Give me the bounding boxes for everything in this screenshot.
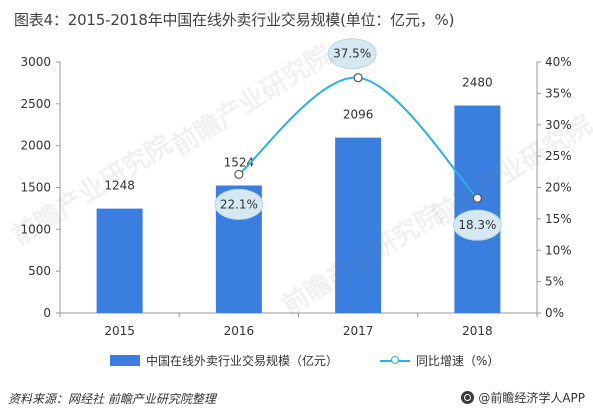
y-left-tick-label: 2000 [20,139,51,153]
brand-credit: @前瞻经济学人APP [461,389,585,406]
x-tick-label: 2016 [224,324,255,338]
y-left-tick-label: 1000 [20,222,51,236]
bar-value-label: 2096 [343,108,374,122]
growth-rate-label-bubble [452,209,502,241]
y-right-tick-label: 10% [545,243,572,257]
x-tick-label: 2015 [104,324,135,338]
y-right-tick-label: 5% [545,275,564,289]
bar-value-label: 2480 [462,76,493,90]
legend-line-swatch [380,355,410,366]
x-tick-label: 2017 [343,324,374,338]
bar [454,105,501,313]
brand-logo-icon [461,391,475,404]
y-left-tick-label: 3000 [20,55,51,69]
bar-value-label: 1248 [104,179,135,193]
growth-rate-label: 37.5% [333,47,371,61]
brand-text: @前瞻经济学人APP [478,391,585,405]
y-right-tick-label: 30% [545,118,572,132]
y-right-tick-label: 15% [545,212,572,226]
y-left-tick-label: 0 [43,306,51,320]
legend: 中国在线外卖行业交易规模（亿元） 同比增速（%） [80,352,550,372]
x-tick-label: 2018 [462,324,493,338]
legend-item-bars: 中国在线外卖行业交易规模（亿元） [110,352,338,369]
y-left-tick-label: 2500 [20,97,51,111]
growth-rate-point [472,193,482,203]
y-right-tick-label: 35% [545,86,572,100]
y-right-tick-label: 25% [545,149,572,163]
legend-bar-label: 中国在线外卖行业交易规模（亿元） [146,354,339,368]
y-right-tick-label: 0% [545,306,564,320]
growth-rate-label: 18.3% [458,218,496,232]
bar [335,137,382,313]
y-left-tick-label: 1500 [20,181,51,195]
bar [96,208,143,313]
growth-rate-point [234,169,244,179]
y-left-tick-label: 500 [28,264,51,278]
source-note: 资料来源：网经社 前瞻产业研究院整理 [8,392,216,406]
growth-rate-label-bubble [214,188,264,220]
growth-rate-label: 22.1% [220,197,258,211]
y-right-tick-label: 40% [545,55,572,69]
legend-line-label: 同比增速（%） [416,354,500,368]
legend-bar-swatch [110,355,140,366]
growth-rate-point [353,73,363,83]
chart-title: 图表4：2015-2018年中国在线外卖行业交易规模(单位：亿元，%) [14,11,455,29]
y-right-tick-label: 20% [545,181,572,195]
legend-item-line: 同比增速（%） [380,352,499,369]
growth-rate-label-bubble [327,38,377,70]
